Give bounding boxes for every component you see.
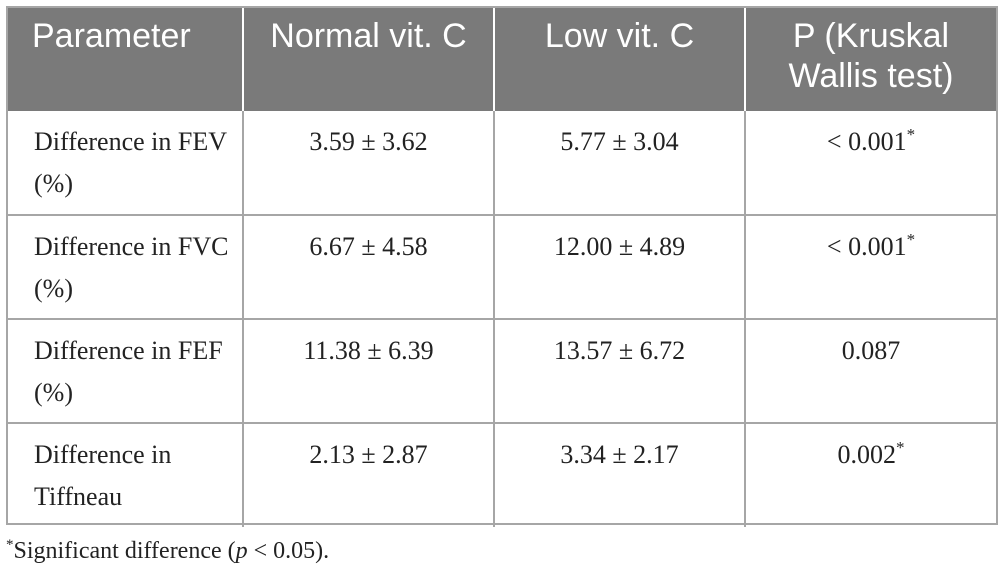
cell-low-vit-c: 13.57 ± 6.72 bbox=[493, 318, 745, 423]
table-body: Difference in FEV (%) 3.59 ± 3.62 5.77 ±… bbox=[8, 111, 996, 527]
results-table-container: Parameter Normal vit. C Low vit. C P (Kr… bbox=[6, 6, 998, 527]
footnote-text-before: Significant difference ( bbox=[13, 538, 236, 564]
footnote-mark: * bbox=[6, 537, 14, 553]
header-row: Parameter Normal vit. C Low vit. C P (Kr… bbox=[8, 8, 996, 111]
cell-parameter: Difference in FVC (%) bbox=[8, 214, 243, 319]
p-value-text: < 0.001 bbox=[826, 232, 907, 261]
cell-p-value: < 0.001* bbox=[744, 214, 996, 319]
table-header: Parameter Normal vit. C Low vit. C P (Kr… bbox=[8, 8, 996, 111]
p-value-text: < 0.001 bbox=[826, 127, 907, 156]
significance-mark: * bbox=[906, 125, 916, 144]
p-value-text: 0.087 bbox=[841, 336, 901, 365]
cell-parameter: Difference in Tiffneau bbox=[8, 422, 243, 527]
cell-low-vit-c: 12.00 ± 4.89 bbox=[493, 214, 745, 319]
significance-mark: * bbox=[896, 438, 905, 457]
significance-mark: * bbox=[906, 230, 916, 249]
header-parameter: Parameter bbox=[8, 8, 243, 111]
header-normal-vit-c: Normal vit. C bbox=[242, 8, 494, 111]
cell-parameter: Difference in FEF (%) bbox=[8, 318, 243, 423]
table-row: Difference in FVC (%) 6.67 ± 4.58 12.00 … bbox=[8, 214, 996, 319]
table-row: Difference in Tiffneau 2.13 ± 2.87 3.34 … bbox=[8, 422, 996, 527]
cell-low-vit-c: 3.34 ± 2.17 bbox=[493, 422, 745, 527]
cell-normal-vit-c: 2.13 ± 2.87 bbox=[242, 422, 494, 527]
cell-normal-vit-c: 11.38 ± 6.39 bbox=[242, 318, 494, 423]
cell-parameter: Difference in FEV (%) bbox=[34, 127, 227, 198]
table-row: Difference in FEF (%) 11.38 ± 6.39 13.57… bbox=[8, 318, 996, 423]
cell-normal-vit-c: 6.67 ± 4.58 bbox=[242, 214, 494, 319]
header-low-vit-c: Low vit. C bbox=[493, 8, 745, 111]
cell-p-value: 0.002* bbox=[744, 422, 996, 527]
table-footnote: *Significant difference (p < 0.05). bbox=[6, 538, 329, 565]
cell-p-value: 0.087 bbox=[744, 318, 996, 423]
cell-p-value: < 0.001* bbox=[744, 111, 996, 215]
results-table: Parameter Normal vit. C Low vit. C P (Kr… bbox=[8, 8, 996, 527]
cell-normal-vit-c: 3.59 ± 3.62 bbox=[242, 111, 494, 215]
table-row: Difference in FEV (%) 3.59 ± 3.62 5.77 ±… bbox=[8, 111, 996, 215]
footnote-p-symbol: p bbox=[235, 538, 248, 564]
footnote-text-after: < 0.05). bbox=[247, 538, 330, 564]
cell-low-vit-c: 5.77 ± 3.04 bbox=[493, 111, 745, 215]
header-p-value: P (Kruskal Wallis test) bbox=[744, 8, 996, 111]
p-value-text: 0.002 bbox=[837, 440, 897, 469]
